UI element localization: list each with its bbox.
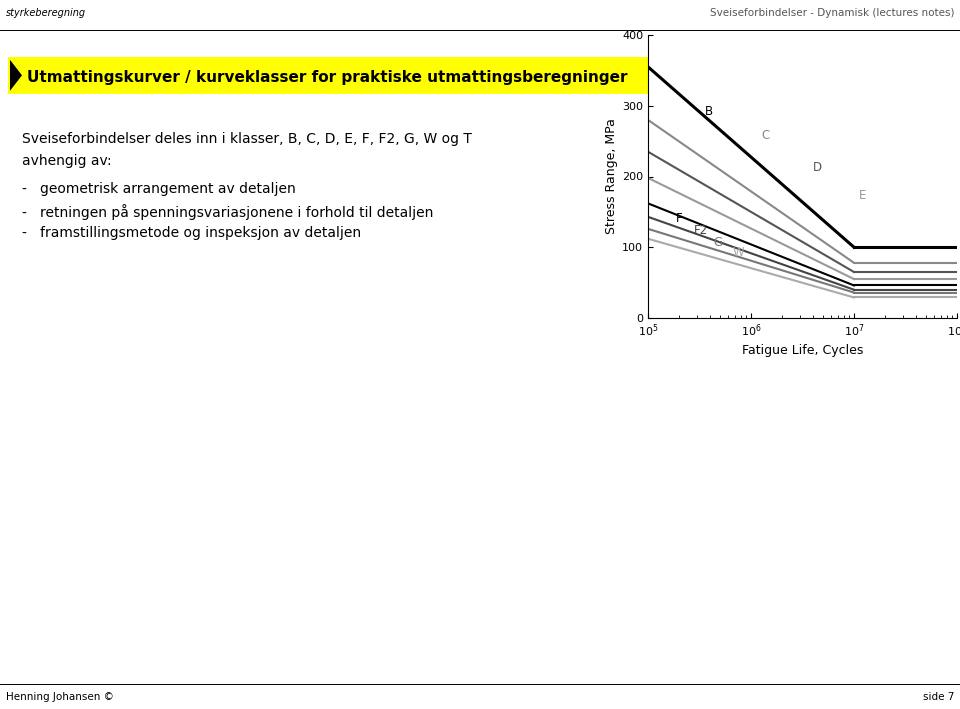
Text: B: B [705, 105, 712, 118]
Text: -   framstillingsmetode og inspeksjon av detaljen: - framstillingsmetode og inspeksjon av d… [22, 225, 361, 240]
Text: Sveiseforbindelser - Dynamisk (lectures notes): Sveiseforbindelser - Dynamisk (lectures … [709, 8, 954, 18]
Text: side 7: side 7 [923, 692, 954, 702]
Text: avhengig av:: avhengig av: [22, 154, 111, 167]
Text: Utmattingskurver / kurveklasser for praktiske utmattingsberegninger: Utmattingskurver / kurveklasser for prak… [27, 69, 628, 85]
Y-axis label: Stress Range, MPa: Stress Range, MPa [605, 118, 618, 235]
Text: D: D [813, 161, 822, 174]
Text: -   retningen på spenningsvariasjonene i forhold til detaljen: - retningen på spenningsvariasjonene i f… [22, 203, 433, 220]
Text: G: G [713, 236, 722, 250]
Text: F: F [676, 211, 683, 225]
Text: F2: F2 [694, 224, 708, 238]
Text: styrkeberegning: styrkeberegning [6, 8, 85, 18]
Text: C: C [761, 129, 770, 142]
Polygon shape [10, 60, 22, 91]
X-axis label: Fatigue Life, Cycles: Fatigue Life, Cycles [742, 344, 863, 357]
Text: Henning Johansen ©: Henning Johansen © [6, 692, 113, 702]
Text: W: W [732, 246, 744, 259]
Bar [8, 57, 663, 94]
Text: -   geometrisk arrangement av detaljen: - geometrisk arrangement av detaljen [22, 182, 296, 196]
Text: Sveiseforbindelser deles inn i klasser, B, C, D, E, F, F2, G, W og T: Sveiseforbindelser deles inn i klasser, … [22, 132, 472, 146]
Text: E: E [859, 189, 867, 202]
